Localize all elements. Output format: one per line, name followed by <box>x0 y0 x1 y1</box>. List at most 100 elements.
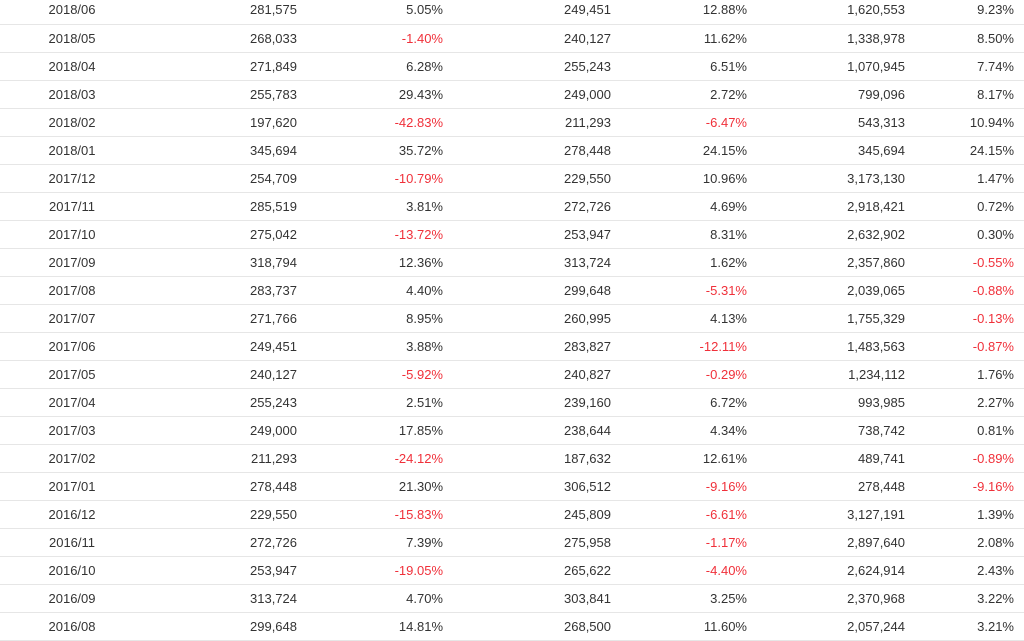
value-a-cell: 249,451 <box>250 338 297 354</box>
value-b-cell: 265,622 <box>564 562 611 578</box>
cumulative-cell: 2,918,421 <box>847 198 905 214</box>
table-row: 2017/09 318,794 12.36% 313,724 1.62% 2,357,86… <box>0 248 1024 276</box>
value-b-cell: 313,724 <box>564 254 611 270</box>
value-b-cell: 272,726 <box>564 198 611 214</box>
table-row: 2017/11 285,519 3.81% 272,726 4.69% 2,918,421… <box>0 192 1024 220</box>
month-cell: 2017/07 <box>48 310 96 326</box>
value-a-cell: 283,737 <box>250 282 297 298</box>
cumulative-cell: 543,313 <box>858 114 905 130</box>
value-a-cell: 275,042 <box>250 226 297 242</box>
change-a-cell: 35.72% <box>398 142 443 158</box>
value-a-cell: 211,293 <box>250 450 297 466</box>
value-b-cell: 306,512 <box>564 478 611 494</box>
cumulative-change-cell: 3.21% <box>977 618 1014 634</box>
table-row: 2018/01 345,694 35.72% 278,448 24.15% 345,694… <box>0 136 1024 164</box>
change-b-cell: 4.69% <box>710 198 747 214</box>
cumulative-cell: 1,338,978 <box>847 30 905 46</box>
value-b-cell: 249,000 <box>564 86 611 102</box>
month-cell: 2017/11 <box>48 198 96 214</box>
cumulative-change-cell: 1.39% <box>977 506 1014 522</box>
change-a-cell: 5.05% <box>406 2 443 18</box>
change-a-cell: -42.83% <box>394 114 443 130</box>
table-row: 2018/02 197,620 -42.83% 211,293 -6.47% 543,31… <box>0 108 1024 136</box>
change-b-cell: 12.88% <box>702 2 747 18</box>
value-a-cell: 313,724 <box>250 590 297 606</box>
cumulative-change-cell: 2.08% <box>977 534 1014 550</box>
month-cell: 2017/12 <box>48 170 96 186</box>
table-row: 2016/08 299,648 14.81% 268,500 11.60% 2,057,2… <box>0 612 1024 640</box>
value-a-cell: 345,694 <box>250 142 297 158</box>
change-a-cell: 17.85% <box>398 422 443 438</box>
change-a-cell: 21.30% <box>398 478 443 494</box>
value-a-cell: 268,033 <box>250 30 297 46</box>
table-row: 2017/01 278,448 21.30% 306,512 -9.16% 278,448… <box>0 472 1024 500</box>
cumulative-change-cell: 8.50% <box>977 30 1014 46</box>
table-row: 2016/10 253,947 -19.05% 265,622 -4.40% 2,624,… <box>0 556 1024 584</box>
cumulative-change-cell: 9.23% <box>977 2 1014 18</box>
cumulative-change-cell: 8.17% <box>977 86 1014 102</box>
value-b-cell: 275,958 <box>564 534 611 550</box>
value-b-cell: 260,995 <box>564 310 611 326</box>
change-b-cell: -5.31% <box>705 282 747 298</box>
change-b-cell: 6.72% <box>710 394 747 410</box>
change-b-cell: 10.96% <box>702 170 747 186</box>
value-a-cell: 278,448 <box>250 478 297 494</box>
change-a-cell: -1.40% <box>401 30 443 46</box>
change-a-cell: 29.43% <box>398 86 443 102</box>
cumulative-change-cell: 0.81% <box>977 422 1014 438</box>
value-a-cell: 285,519 <box>250 198 297 214</box>
cumulative-cell: 1,755,329 <box>847 310 905 326</box>
change-b-cell: -6.47% <box>705 114 747 130</box>
value-a-cell: 197,620 <box>250 114 297 130</box>
value-a-cell: 253,947 <box>250 562 297 578</box>
value-a-cell: 255,783 <box>250 86 297 102</box>
value-a-cell: 271,849 <box>250 58 297 74</box>
cumulative-cell: 2,357,860 <box>847 254 905 270</box>
change-b-cell: -4.40% <box>705 562 747 578</box>
value-b-cell: 238,644 <box>564 422 611 438</box>
change-a-cell: -13.72% <box>394 226 443 242</box>
value-b-cell: 240,127 <box>564 30 611 46</box>
change-b-cell: -12.11% <box>699 338 747 354</box>
cumulative-change-cell: 2.27% <box>977 394 1014 410</box>
change-a-cell: 2.51% <box>406 394 443 410</box>
cumulative-cell: 345,694 <box>858 142 905 158</box>
value-a-cell: 229,550 <box>250 506 297 522</box>
month-cell: 2016/08 <box>48 618 96 634</box>
table-row: 2017/12 254,709 -10.79% 229,550 10.96% 3,173,… <box>0 164 1024 192</box>
table-row: 2017/10 275,042 -13.72% 253,947 8.31% 2,632,9… <box>0 220 1024 248</box>
change-b-cell: 4.34% <box>710 422 747 438</box>
value-b-cell: 211,293 <box>564 114 611 130</box>
cumulative-cell: 738,742 <box>858 422 905 438</box>
month-cell: 2016/09 <box>48 590 96 606</box>
value-a-cell: 272,726 <box>250 534 297 550</box>
change-a-cell: -19.05% <box>394 562 443 578</box>
value-a-cell: 249,000 <box>250 422 297 438</box>
cumulative-cell: 489,741 <box>858 450 905 466</box>
cumulative-cell: 1,483,563 <box>847 338 905 354</box>
cumulative-change-cell: 0.30% <box>977 226 1014 242</box>
change-b-cell: 24.15% <box>702 142 747 158</box>
month-cell: 2017/03 <box>48 422 96 438</box>
cumulative-change-cell: -0.87% <box>972 338 1014 354</box>
cumulative-change-cell: 3.22% <box>977 590 1014 606</box>
value-b-cell: 278,448 <box>564 142 611 158</box>
month-cell: 2016/10 <box>48 562 96 578</box>
value-a-cell: 318,794 <box>250 254 297 270</box>
change-a-cell: 14.81% <box>398 618 443 634</box>
value-b-cell: 229,550 <box>564 170 611 186</box>
month-cell: 2016/11 <box>48 534 96 550</box>
cumulative-change-cell: 24.15% <box>969 142 1014 158</box>
month-cell: 2018/06 <box>48 2 96 18</box>
month-cell: 2018/01 <box>48 142 96 158</box>
value-b-cell: 240,827 <box>564 366 611 382</box>
cumulative-cell: 2,039,065 <box>847 282 905 298</box>
change-a-cell: -5.92% <box>401 366 443 382</box>
cumulative-change-cell: -0.55% <box>972 254 1014 270</box>
cumulative-change-cell: -0.89% <box>972 450 1014 466</box>
month-cell: 2017/01 <box>48 478 96 494</box>
value-b-cell: 283,827 <box>564 338 611 354</box>
cumulative-cell: 2,632,902 <box>847 226 905 242</box>
